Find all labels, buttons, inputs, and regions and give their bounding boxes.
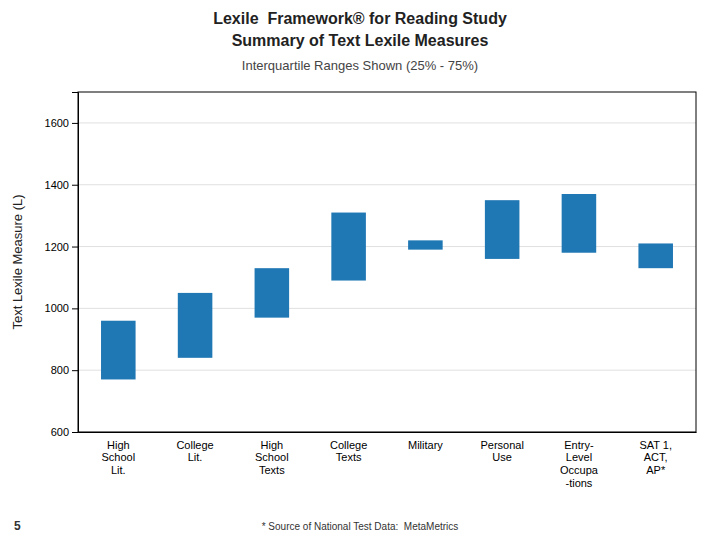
y-tick-label: 1000 [45,302,69,314]
range-bar [408,240,443,249]
range-bar [255,268,290,317]
x-tick-label-line: Level [566,451,592,463]
y-tick-mark [72,432,78,433]
title: Summary of Text Lexile Measures [232,32,489,49]
x-tick: PersonalUse [480,439,523,464]
y-tick-label: 1400 [45,179,69,191]
x-tick-label: Military [408,439,443,451]
y-tick-mark [72,370,78,371]
y-tick-label: 1600 [45,117,69,129]
y-tick-mark [72,185,78,186]
plot-area: 6008001000120014001600HighSchoolLit.Coll… [45,92,697,489]
x-tick: Entry-LevelOccupa-tions [560,439,599,489]
y-axis: 600 800 1000 1200 1400 1600 [45,93,79,439]
x-tick-label: PersonalUse [480,439,523,464]
x-tick-label: HighSchoolTexts [255,439,289,476]
range-bar [485,200,520,259]
y-tick: 800 [51,364,78,376]
x-tick: HighSchoolTexts [255,439,289,476]
x-tick-label-line: -tions [565,477,592,489]
x-tick: CollegeLit. [176,439,213,464]
x-axis: HighSchoolLit.CollegeLit.HighSchoolTexts… [79,433,697,489]
y-tick-label: 800 [51,364,69,376]
x-tick-label-line: Personal [480,439,523,451]
grid-line [78,370,696,371]
x-tick-label-line: School [255,451,289,463]
x-tick-label-line: College [330,439,367,451]
x-tick-label: CollegeTexts [330,439,367,464]
x-tick-label-line: AP* [646,464,666,476]
x-tick-label-line: SAT 1, [639,439,672,451]
range-bar [638,243,673,268]
x-tick-label-line: High [261,439,284,451]
bars [101,194,673,379]
plot-frame [78,92,696,432]
y-tick: 1600 [45,117,78,129]
subtitle: Interquartile Ranges Shown (25% - 75%) [242,58,478,73]
range-bar [101,321,136,380]
x-axis-line [79,432,697,433]
y-tick-mark [72,247,78,248]
x-tick-label-line: Entry- [564,439,594,451]
annotation: * Source of National Test Data: MetaMetr… [262,521,459,532]
y-tick: 1200 [45,241,78,253]
x-tick-label: CollegeLit. [176,439,213,464]
x-tick-label-line: Lit. [111,464,126,476]
x-tick-label-line: College [176,439,213,451]
y-axis-title: Text Lexile Measure (L) [10,194,25,329]
x-tick-label-line: ACT, [644,451,668,463]
x-tick-label-line: Texts [336,451,362,463]
x-tick-label-line: Occupa [560,464,599,476]
y-tick: 600 [51,426,78,438]
y-tick-mark [72,308,78,309]
x-tick-label-line: Texts [259,464,285,476]
x-tick: HighSchoolLit. [101,439,135,476]
x-tick-label: SAT 1,ACT,AP* [639,439,672,476]
x-tick-label: Entry-LevelOccupa-tions [560,439,599,489]
x-tick-label-line: High [107,439,130,451]
y-tick: 1400 [45,179,78,191]
annotation: 5 [14,519,21,533]
range-bar [331,213,366,281]
title: Lexile Framework® for Reading Study [213,10,507,27]
y-tick-label: 1200 [45,241,69,253]
x-tick: CollegeTexts [330,439,367,464]
grid-line [78,308,696,309]
range-bar [178,293,213,358]
grid-line [78,246,696,247]
y-tick-label: 600 [51,426,69,438]
x-tick-label-line: Military [408,439,443,451]
grid-line [78,184,696,185]
y-tick-mark [72,123,78,124]
grid [78,123,696,432]
x-tick-label-line: Lit. [188,451,203,463]
x-tick-label-line: Use [492,451,512,463]
chart-container: Lexile Framework® for Reading Study Summa… [0,0,720,540]
x-tick-label: HighSchoolLit. [101,439,135,476]
range-bar [562,194,597,253]
grid-line [78,122,696,123]
x-tick: Military [408,439,443,451]
y-tick: 1000 [45,302,78,314]
chart-svg: Lexile Framework® for Reading Study Summa… [0,0,720,540]
x-tick-label-line: School [101,451,135,463]
x-tick: SAT 1,ACT,AP* [639,439,672,476]
